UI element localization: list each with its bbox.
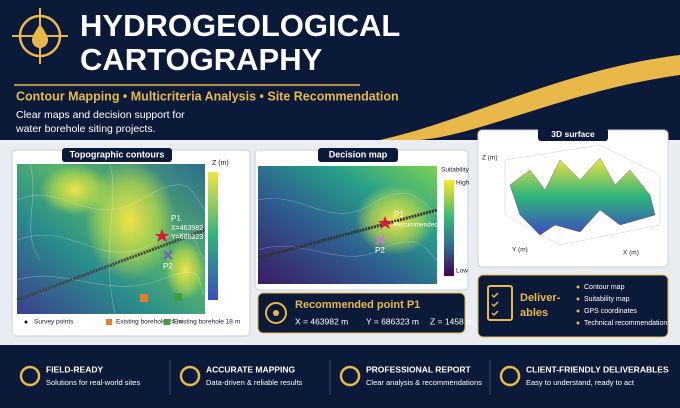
colorbar-label: Z (m) [212, 160, 229, 167]
recommended-title: Recommended point P1 [295, 299, 420, 311]
colorbar [208, 172, 218, 300]
bullet [576, 285, 580, 289]
recommended-coord: Y = 686323 m [366, 316, 419, 326]
description: water borehole siting projects. [15, 123, 156, 135]
gold-stripe [380, 55, 680, 140]
footer-icon [179, 365, 201, 387]
target-icon [265, 302, 287, 324]
footer: FIELD-READY Solutions for real-world site… [19, 360, 669, 395]
tagline: Contour Mapping • Multicriteria Analysis… [16, 89, 399, 103]
recommended-coord: Z = 1458 m [430, 316, 473, 326]
legend-marker [164, 319, 170, 325]
legend-entry: Existing borehole 24 m [116, 319, 182, 326]
deliverables-list: Contour map Suitability map GPS coordinate… [576, 284, 667, 327]
deliverable-item: Contour map [584, 284, 625, 291]
footer-subtitle: Clear analysis & recommendations [366, 378, 482, 387]
footer-title: FIELD-READY [46, 364, 103, 374]
axis-label: X (m) [623, 250, 639, 257]
point-coord: X=463982 [171, 225, 203, 232]
title: CARTOGRAPHY [80, 42, 323, 77]
colorbar-low: Low [456, 268, 468, 275]
footer-icon [499, 365, 521, 387]
deliverable-item: Suitability map [584, 296, 630, 303]
panel-title-bg [62, 148, 172, 162]
legend-marker [106, 319, 112, 325]
bullet [576, 297, 580, 301]
footer-subtitle: Solutions for real-world sites [46, 378, 140, 387]
recommended-coord: X = 463982 m [295, 316, 348, 326]
point-label: P2 [163, 262, 173, 271]
bullet [576, 321, 580, 325]
point-label: P1 [171, 214, 181, 223]
description: Clear maps and decision support for [16, 109, 185, 121]
deliverables-title: Deliver- [520, 292, 561, 304]
point-label: P1 [394, 210, 404, 219]
footer-subtitle: Easy to understand, ready to act [526, 378, 635, 387]
footer-icon [19, 365, 41, 387]
point-coord: Y=686323 [171, 234, 203, 241]
footer-title: PROFESSIONAL REPORT [366, 364, 471, 374]
panel-title: 3D surface [551, 129, 595, 139]
panel-title-bg [318, 148, 398, 162]
checklist-icon [487, 285, 513, 321]
legend-entry: Survey points [34, 319, 74, 326]
surface-plot [504, 144, 661, 246]
panel-title: Decision map [329, 149, 388, 159]
legend-entry: Existing borehole 18 m [174, 319, 240, 326]
legend-marker [24, 320, 28, 324]
colorbar [444, 180, 454, 276]
title: HYDROGEOLOGICAL [80, 8, 400, 43]
deliverables-box [477, 274, 669, 338]
bullet [576, 309, 580, 313]
topo-map [16, 160, 206, 315]
axis-label: Y (m) [512, 247, 528, 254]
recommended-box [257, 292, 466, 334]
footer-icon [339, 365, 361, 387]
point-label: P2 [375, 246, 385, 255]
panel-title: Topographic contours [70, 149, 165, 159]
deliverables-title: ables [520, 307, 548, 319]
panel-title-bg [538, 128, 608, 141]
footer-title: CLIENT-FRIENDLY DELIVERABLES [526, 364, 669, 374]
footer-subtitle: Data-driven & reliable results [206, 378, 303, 387]
colorbar-label: Suitability [441, 167, 470, 174]
axis-label: Z (m) [482, 155, 498, 162]
deliverable-item: GPS coordinates [584, 308, 637, 315]
deliverable-item: Technical recommendation [584, 320, 667, 327]
colorbar-high: High [456, 180, 470, 187]
logo [12, 8, 68, 64]
footer-title: ACCURATE MAPPING [206, 364, 295, 374]
point-note: Recommended [394, 222, 438, 229]
decision-map [257, 166, 438, 284]
